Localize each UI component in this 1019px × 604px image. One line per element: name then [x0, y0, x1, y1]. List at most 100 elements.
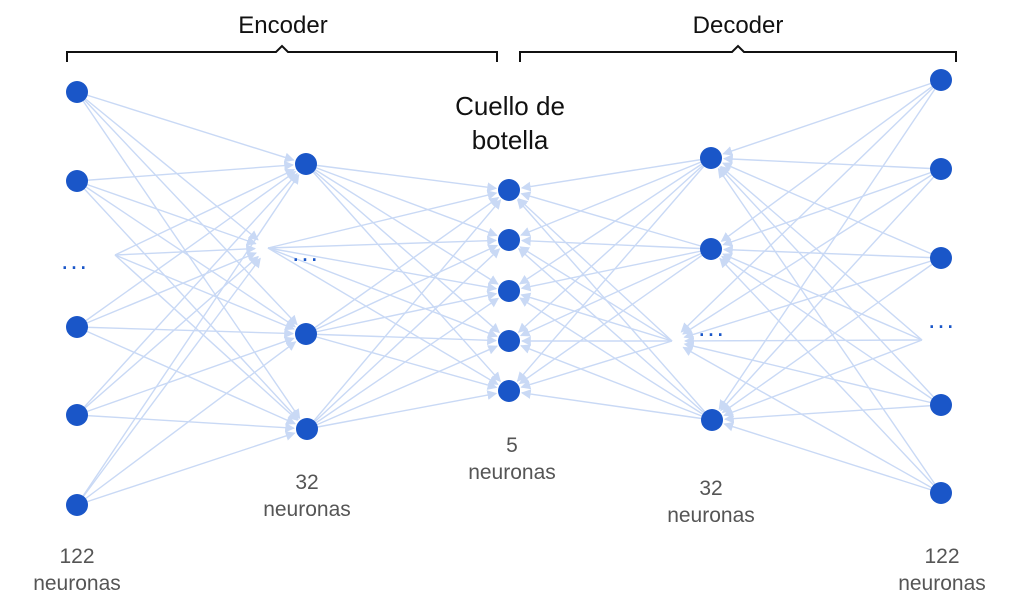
connection-decoder-hidden-to-bottleneck: [520, 157, 712, 192]
output-layer-count: 122 neuronas: [882, 543, 1002, 598]
encoder-bracket: [66, 44, 498, 62]
encoder-hidden-neuron-1: [295, 153, 317, 175]
output-layer-count-unit: neuronas: [898, 572, 986, 596]
connection-decoder-hidden-to-bottleneck: [517, 198, 673, 342]
connection-input-layer-to-encoder-hidden: [76, 255, 259, 416]
connection-decoder-hidden-to-bottleneck: [520, 344, 713, 421]
connection-input-layer-to-encoder-hidden: [76, 326, 297, 425]
connection-encoder-hidden-to-bottleneck: [305, 163, 498, 193]
connection-input-layer-to-encoder-hidden: [76, 257, 261, 506]
connection-decoder-hidden-to-bottleneck: [521, 236, 712, 250]
connection-decoder-hidden-to-bottleneck: [520, 292, 673, 342]
bottleneck-count: 5 neuronas: [452, 432, 572, 487]
connection-output-layer-to-decoder-hidden: [723, 421, 942, 494]
connection-output-layer-to-decoder-hidden: [722, 162, 942, 259]
output-layer-neuron-2: [930, 158, 952, 180]
section-brackets: [66, 44, 957, 62]
decoder-hidden-neuron-1: [700, 147, 722, 169]
connection-input-layer-to-encoder-hidden: [76, 91, 259, 241]
connection-output-layer-to-decoder-hidden: [684, 336, 923, 346]
connection-decoder-hidden-to-bottleneck: [520, 248, 712, 292]
connection-output-layer-to-decoder-hidden: [683, 257, 942, 340]
connection-decoder-hidden-to-bottleneck: [520, 340, 673, 390]
input-layer-neuron-5: [66, 494, 88, 516]
connection-encoder-hidden-to-bottleneck: [305, 163, 499, 285]
encoder-hidden-count: 32 neuronas: [247, 469, 367, 524]
connection-input-layer-to-encoder-hidden: [114, 168, 296, 256]
output-layer-neuron-5: [930, 482, 952, 504]
connection-encoder-hidden-to-bottleneck: [306, 248, 501, 430]
connection-output-layer-to-decoder-hidden: [719, 166, 942, 406]
decoder-hidden-count-unit: neuronas: [667, 504, 755, 528]
ellipsis-input-layer: ...: [61, 245, 89, 275]
connection-output-layer-to-decoder-hidden: [720, 165, 923, 341]
ellipsis-output-layer: ...: [928, 304, 956, 334]
connection-encoder-hidden-to-bottleneck: [267, 247, 499, 385]
bottleneck-count-number: 5: [506, 434, 518, 457]
input-layer-neuron-4: [66, 404, 88, 426]
bottleneck-neuron-3: [498, 280, 520, 302]
encoder-hidden-neuron-3: [296, 418, 318, 440]
bottleneck-label: Cuello de botella: [400, 90, 620, 158]
connection-decoder-hidden-to-bottleneck: [519, 246, 673, 342]
connection-encoder-hidden-to-bottleneck: [306, 297, 500, 430]
connection-output-layer-to-decoder-hidden: [720, 255, 942, 406]
bottleneck-neuron-1: [498, 179, 520, 201]
connection-encoder-hidden-to-bottleneck: [305, 333, 497, 346]
connection-encoder-hidden-to-bottleneck: [306, 345, 498, 430]
output-layer-neuron-4: [930, 394, 952, 416]
connection-decoder-hidden-to-bottleneck: [520, 157, 712, 237]
connection-input-layer-to-encoder-hidden: [76, 173, 300, 506]
connection-decoder-hidden-to-bottleneck: [518, 248, 712, 385]
neurons: [66, 69, 952, 516]
connection-input-layer-to-encoder-hidden: [76, 414, 296, 433]
connection-input-layer-to-encoder-hidden: [76, 336, 295, 416]
decoder-hidden-neuron-3: [701, 409, 723, 431]
connection-output-layer-to-decoder-hidden: [721, 257, 942, 414]
encoder-hidden-count-number: 32: [295, 471, 319, 494]
encoder-hidden-count-unit: neuronas: [263, 498, 351, 522]
connection-input-layer-to-encoder-hidden: [76, 170, 297, 328]
connection-encoder-hidden-to-bottleneck: [305, 163, 498, 237]
connection-input-layer-to-encoder-hidden: [76, 180, 299, 421]
connection-encoder-hidden-to-bottleneck: [267, 235, 497, 249]
bottleneck-neuron-4: [498, 330, 520, 352]
ellipsis-decoder-hidden: ...: [698, 312, 726, 342]
output-layer-neuron-1: [930, 69, 952, 91]
input-layer-neuron-3: [66, 316, 88, 338]
connection-output-layer-to-decoder-hidden: [682, 168, 942, 335]
connection-output-layer-to-decoder-hidden: [723, 339, 923, 417]
connection-input-layer-to-encoder-hidden: [76, 91, 298, 326]
bottleneck-label-line1: Cuello de: [455, 91, 565, 121]
encoder-label: Encoder: [238, 12, 328, 39]
connection-encoder-hidden-to-bottleneck: [305, 163, 500, 334]
connection-input-layer-to-encoder-hidden: [114, 254, 299, 421]
connection-output-layer-to-decoder-hidden: [718, 79, 942, 411]
bottleneck-label-line2: botella: [471, 124, 549, 155]
connection-input-layer-to-encoder-hidden: [76, 160, 295, 182]
connection-encoder-hidden-to-bottleneck: [267, 247, 498, 338]
connection-encoder-hidden-to-bottleneck: [305, 244, 499, 335]
connection-output-layer-to-decoder-hidden: [682, 346, 942, 494]
connection-output-layer-to-decoder-hidden: [723, 154, 942, 170]
connection-output-layer-to-decoder-hidden: [680, 79, 942, 333]
connection-encoder-hidden-to-bottleneck: [305, 333, 498, 390]
input-layer-count-unit: neuronas: [33, 572, 121, 596]
connection-output-layer-to-decoder-hidden: [720, 168, 942, 412]
encoder-hidden-neuron-2: [295, 323, 317, 345]
bottleneck-neuron-5: [498, 380, 520, 402]
connection-input-layer-to-encoder-hidden: [76, 91, 295, 163]
connection-output-layer-to-decoder-hidden: [683, 341, 942, 406]
connection-input-layer-to-encoder-hidden: [114, 254, 295, 331]
decoder-bracket: [519, 44, 957, 62]
connection-output-layer-to-decoder-hidden: [722, 253, 923, 341]
connection-output-layer-to-decoder-hidden: [723, 244, 942, 259]
connection-input-layer-to-encoder-hidden: [76, 251, 257, 328]
output-layer-neuron-3: [930, 247, 952, 269]
connection-input-layer-to-encoder-hidden: [76, 180, 257, 246]
connection-output-layer-to-decoder-hidden: [717, 167, 942, 494]
ellipsis-encoder-hidden: ...: [292, 237, 320, 267]
decoder-hidden-neuron-2: [700, 238, 722, 260]
input-layer-count-number: 122: [59, 545, 95, 568]
